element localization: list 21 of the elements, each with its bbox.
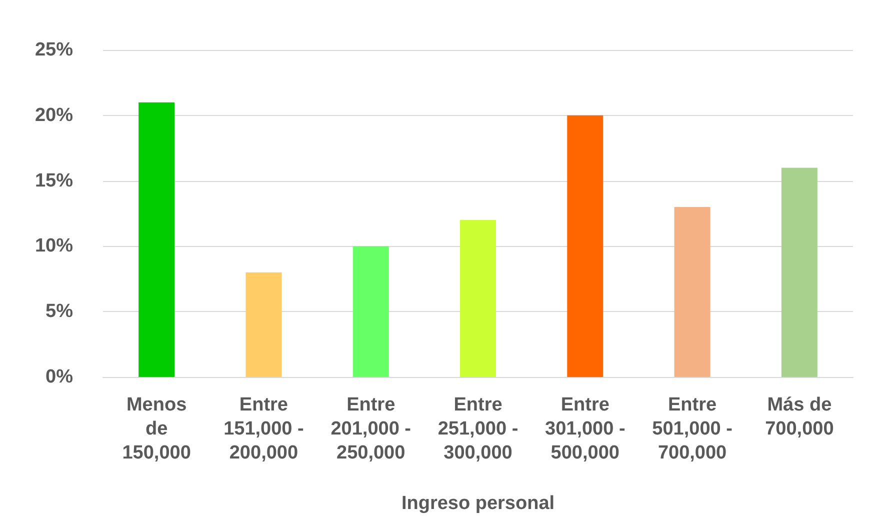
y-tick-label: 10%: [34, 236, 74, 257]
x-tick-label: Más de 700,000: [765, 394, 834, 440]
y-tick-label: 25%: [34, 40, 74, 60]
y-tick-label: 15%: [34, 170, 74, 192]
y-tick-label: 5%: [46, 301, 74, 322]
x-tick-label: Entre 201,000 - 250,000: [330, 394, 412, 464]
bar: [567, 115, 604, 377]
y-tick-label: 0%: [46, 366, 74, 388]
bar: [781, 168, 818, 377]
y-tick-label: 20%: [34, 104, 74, 126]
bar: [674, 206, 710, 377]
bar: [352, 246, 389, 377]
x-tick-label: Entre 151,000 - 200,000: [224, 394, 304, 464]
x-tick-label: Entre 251,000 - 300,000: [438, 394, 518, 464]
bar: [138, 102, 175, 377]
x-tick-label: Menos de 150,000: [122, 394, 191, 464]
x-tick-label: Entre 301,000 - 500,000: [544, 394, 626, 464]
bar: [246, 272, 282, 377]
bar: [460, 220, 496, 377]
x-axis-title: Ingreso personal: [401, 493, 555, 514]
x-tick-label: Entre 501,000 - 700,000: [652, 394, 732, 464]
